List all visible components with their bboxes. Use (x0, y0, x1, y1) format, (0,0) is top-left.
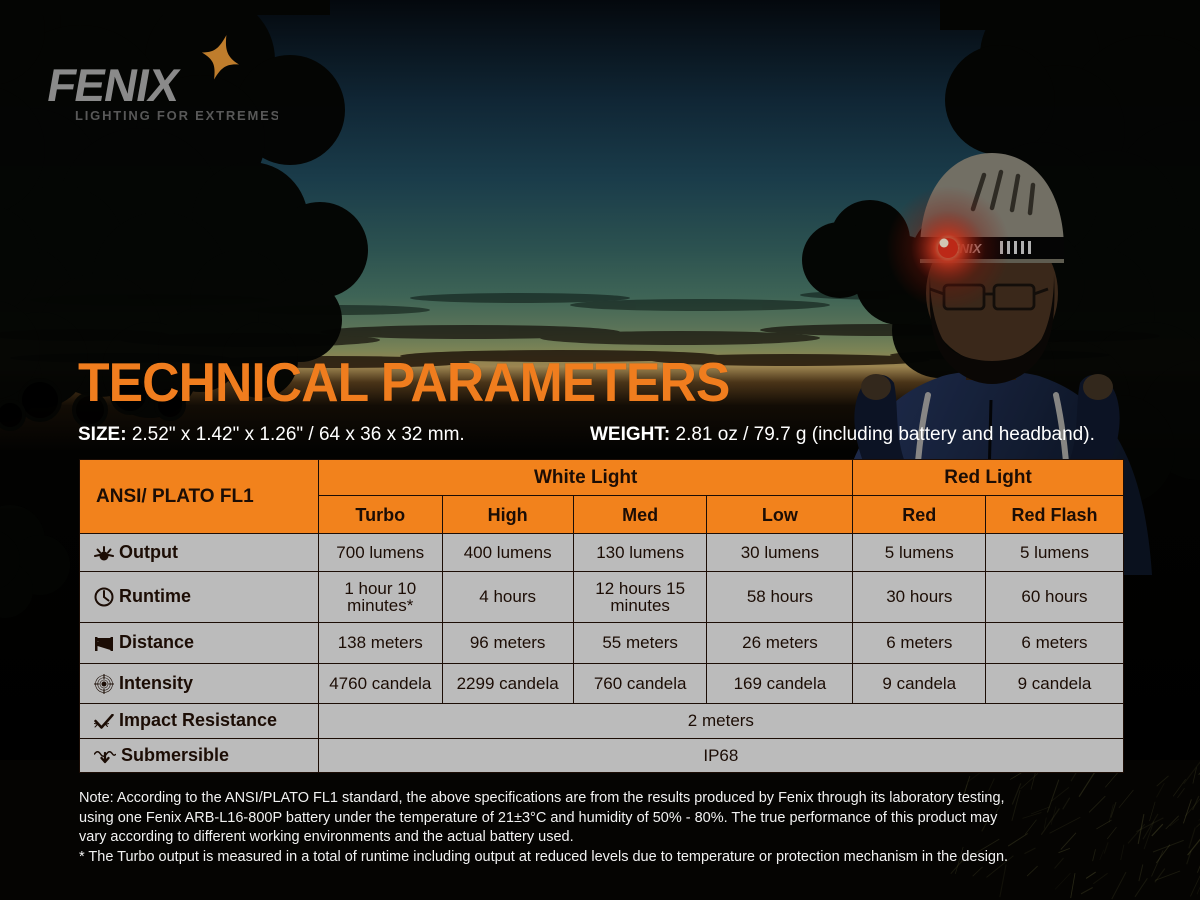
svg-text:LIGHTING FOR EXTREMES: LIGHTING FOR EXTREMES (75, 108, 278, 123)
svg-text:FENIX: FENIX (43, 59, 184, 111)
